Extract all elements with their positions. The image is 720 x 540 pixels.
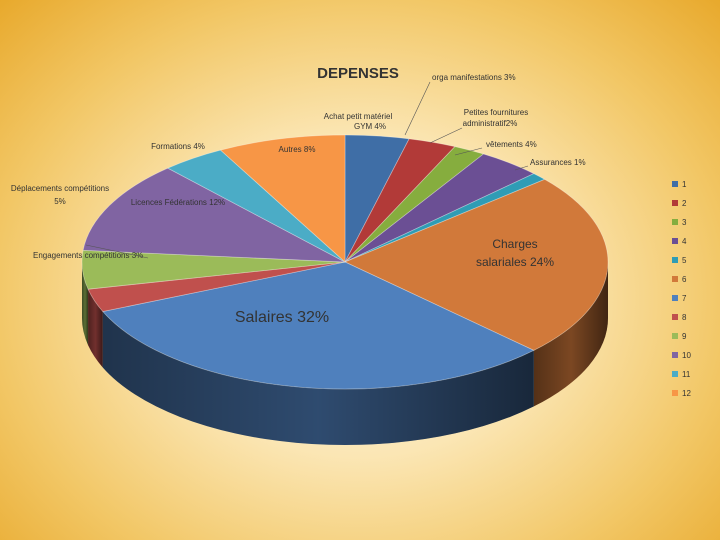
- slice-label-3-line2: administratif2%: [463, 119, 518, 128]
- legend-swatch-2: [672, 200, 678, 206]
- slice-label-7: Salaires 32%: [235, 309, 329, 326]
- legend-swatch-10: [672, 352, 678, 358]
- pie-sides: [82, 262, 608, 446]
- pie-slice-1: [344, 134, 410, 263]
- leader-line-4: [454, 147, 483, 156]
- pie-slice-7: [102, 261, 535, 390]
- pie-side-shade-9: [82, 262, 89, 346]
- leader-line-2: [404, 81, 431, 136]
- slice-label-9-line1: Déplacements compétitions: [11, 184, 109, 193]
- pie-slice-8: [87, 261, 346, 312]
- legend-label-2: 2: [682, 199, 687, 208]
- legend-label-3: 3: [682, 218, 687, 227]
- slice-label-11: Formations 4%: [151, 142, 205, 151]
- slice-label-6-line2: salariales 24%: [476, 255, 554, 269]
- legend-label-12: 12: [682, 389, 691, 398]
- legend-label-1: 1: [682, 180, 687, 189]
- legend-label-7: 7: [682, 294, 687, 303]
- legend-label-11: 11: [682, 370, 691, 379]
- slice-label-5: Assurances 1%: [530, 158, 586, 167]
- pie-slice-5: [344, 173, 546, 263]
- leader-line-5: [514, 165, 529, 171]
- legend-label-9: 9: [682, 332, 687, 341]
- slice-label-2: orga manifestations 3%: [432, 73, 516, 82]
- legend-label-10: 10: [682, 351, 691, 360]
- leader-line-8: [85, 244, 149, 259]
- slice-label-1-line2: GYM 4%: [354, 122, 386, 131]
- slice-label-8: Engagements compétitions 3%: [33, 251, 143, 260]
- legend-swatch-6: [672, 276, 678, 282]
- legend-swatch-1: [672, 181, 678, 187]
- legend-swatch-11: [672, 371, 678, 377]
- leader-line-3: [429, 127, 463, 144]
- slice-label-3-line1: Petites fournitures: [464, 108, 528, 117]
- pie-side-shade-7: [102, 311, 534, 446]
- legend-swatch-7: [672, 295, 678, 301]
- legend-swatch-5: [672, 257, 678, 263]
- pie-slice-4: [344, 153, 535, 263]
- legend-swatch-4: [672, 238, 678, 244]
- legend-swatch-9: [672, 333, 678, 339]
- pie-slice-10: [82, 167, 346, 263]
- legend-label-6: 6: [682, 275, 687, 284]
- slice-label-10: Licences Fédérations 12%: [131, 198, 225, 207]
- pie-slice-11: [166, 149, 346, 263]
- pie-slice-2: [344, 138, 456, 263]
- pie-slice-12: [219, 134, 346, 263]
- legend-swatch-3: [672, 219, 678, 225]
- slice-label-9-line2: 5%: [54, 197, 66, 206]
- slice-label-12: Autres 8%: [279, 145, 316, 154]
- legend-swatch-8: [672, 314, 678, 320]
- legend-label-4: 4: [682, 237, 687, 246]
- pie-tops: [81, 134, 609, 390]
- pie-slice-3: [344, 146, 485, 263]
- legend-label-5: 5: [682, 256, 687, 265]
- pie-side-shade-6: [533, 262, 608, 407]
- slice-label-1-line1: Achat petit matériel: [324, 112, 393, 121]
- chart-title: DEPENSES: [317, 65, 399, 82]
- legend-label-8: 8: [682, 313, 687, 322]
- legend-swatch-12: [672, 390, 678, 396]
- pie-side-shade-8: [88, 289, 103, 368]
- pie-slice-9: [81, 249, 346, 290]
- pie-slice-6: [344, 178, 609, 351]
- slice-label-6-line1: Charges: [492, 237, 537, 251]
- slice-label-4: vêtements 4%: [486, 140, 537, 149]
